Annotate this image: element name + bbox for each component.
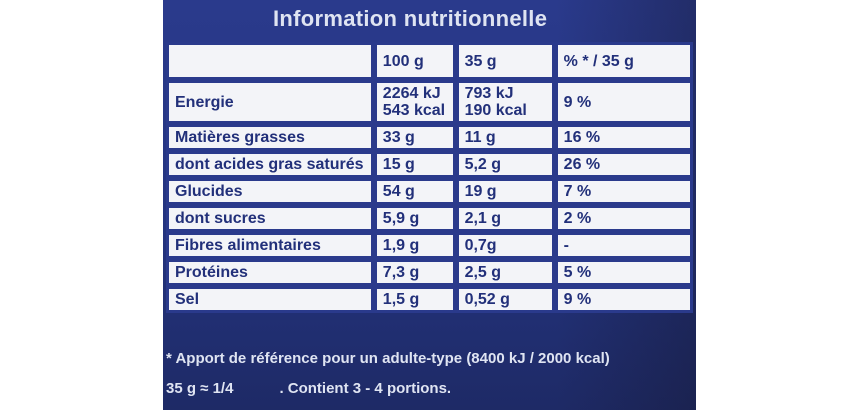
value-100g-line: 15 g	[382, 156, 415, 173]
table-row: dont sucres 5,9 g 2,1 g 2 %	[166, 205, 693, 232]
value-35g: 2,1 g	[455, 205, 555, 232]
value-100g-line: 543 kcal	[382, 102, 446, 119]
row-label: dont sucres	[166, 205, 374, 232]
percent-text: 7 %	[563, 183, 592, 200]
value-100g-line: 7,3 g	[382, 264, 420, 281]
value-100g-line: 5,9 g	[382, 210, 420, 227]
value-100g-line: 2264 kJ	[382, 85, 441, 102]
value-35g: 0,52 g	[455, 286, 555, 313]
value-35g-line: 0,7g	[464, 237, 497, 254]
table-header-row: 100 g 35 g % * / 35 g	[166, 42, 693, 80]
nutrient-name: Glucides	[175, 183, 243, 200]
value-35g: 0,7g	[455, 232, 555, 259]
percent-text: 2 %	[563, 210, 592, 227]
value-35g-line: 0,52 g	[464, 291, 510, 308]
value-percent: -	[554, 232, 693, 259]
row-label: Fibres alimentaires	[166, 232, 374, 259]
nutrient-name: Energie	[175, 93, 234, 111]
percent-text: 26 %	[563, 156, 601, 173]
value-100g: 7,3 g	[373, 259, 456, 286]
percent-text: 16 %	[563, 129, 601, 146]
value-35g: 19 g	[455, 178, 555, 205]
value-100g: 15 g	[373, 151, 456, 178]
value-35g: 793 kJ 190 kcal	[455, 80, 555, 124]
value-35g-line: 5,2 g	[464, 156, 502, 173]
value-percent: 16 %	[554, 124, 693, 151]
value-100g: 5,9 g	[373, 205, 456, 232]
nutrition-table: 100 g 35 g % * / 35 g Energie 2264 kJ 543 …	[166, 42, 693, 313]
value-100g-line: 1,9 g	[382, 237, 420, 254]
value-percent: 2 %	[554, 205, 693, 232]
nutrient-name: dont sucres	[175, 210, 266, 227]
panel-title: Information nutritionnelle	[273, 6, 548, 31]
table-row: Sel 1,5 g 0,52 g 9 %	[166, 286, 693, 313]
value-100g-line: 33 g	[382, 129, 415, 146]
value-35g-line: 2,5 g	[464, 264, 502, 281]
value-100g-line: 1,5 g	[382, 291, 420, 308]
table-row: Matières grasses 33 g 11 g 16 %	[166, 124, 693, 151]
value-35g-line: 11 g	[464, 129, 496, 146]
value-35g-line: 793 kJ	[464, 85, 514, 102]
footnote: * Apport de référence pour un adulte-typ…	[166, 350, 610, 367]
value-100g: 2264 kJ 543 kcal	[373, 80, 456, 124]
percent-text: 9 %	[563, 291, 592, 308]
portion-count: . Contient 3 - 4 portions.	[279, 380, 452, 397]
table-row: Fibres alimentaires 1,9 g 0,7g -	[166, 232, 693, 259]
percent-text: 5 %	[563, 264, 592, 281]
header-cell-percent: % * / 35 g	[554, 42, 693, 80]
nutrient-name: dont acides gras saturés	[175, 156, 364, 173]
value-35g-line: 2,1 g	[464, 210, 502, 227]
row-label: Energie	[166, 80, 374, 124]
nutrition-panel: Information nutritionnelle 100 g 35 g % …	[163, 0, 696, 410]
header-cell-label	[166, 42, 374, 80]
table-row: Glucides 54 g 19 g 7 %	[166, 178, 693, 205]
value-35g: 5,2 g	[455, 151, 555, 178]
value-100g: 33 g	[373, 124, 456, 151]
row-label: Glucides	[166, 178, 374, 205]
value-percent: 9 %	[554, 80, 693, 124]
nutrient-name: Protéines	[175, 264, 248, 281]
nutrient-name: Fibres alimentaires	[175, 237, 321, 254]
value-percent: 7 %	[554, 178, 693, 205]
value-percent: 9 %	[554, 286, 693, 313]
value-35g-line: 190 kcal	[464, 102, 527, 119]
nutrient-name: Matières grasses	[175, 129, 305, 146]
percent-text: -	[563, 237, 569, 254]
portion-size: 35 g ≈ 1/4	[166, 380, 234, 397]
value-percent: 26 %	[554, 151, 693, 178]
value-percent: 5 %	[554, 259, 693, 286]
nutrient-name: Sel	[175, 291, 200, 308]
value-35g: 2,5 g	[455, 259, 555, 286]
table-row: Protéines 7,3 g 2,5 g 5 %	[166, 259, 693, 286]
value-35g-line: 19 g	[464, 183, 497, 200]
value-100g-line: 54 g	[382, 183, 415, 200]
portion-info: 35 g ≈ 1/4 . Contient 3 - 4 portions.	[166, 380, 451, 397]
header-cell-100g: 100 g	[373, 42, 456, 80]
table-row: dont acides gras saturés 15 g 5,2 g 26 %	[166, 151, 693, 178]
row-label: dont acides gras saturés	[166, 151, 374, 178]
row-label: Protéines	[166, 259, 374, 286]
row-label: Matières grasses	[166, 124, 374, 151]
percent-text: 9 %	[563, 93, 592, 111]
value-100g: 1,9 g	[373, 232, 456, 259]
value-100g: 1,5 g	[373, 286, 456, 313]
header-cell-35g: 35 g	[455, 42, 555, 80]
value-100g: 54 g	[373, 178, 456, 205]
table-row: Energie 2264 kJ 543 kcal 793 kJ 190 kcal 9 %	[166, 80, 693, 124]
value-35g: 11 g	[455, 124, 555, 151]
row-label: Sel	[166, 286, 374, 313]
